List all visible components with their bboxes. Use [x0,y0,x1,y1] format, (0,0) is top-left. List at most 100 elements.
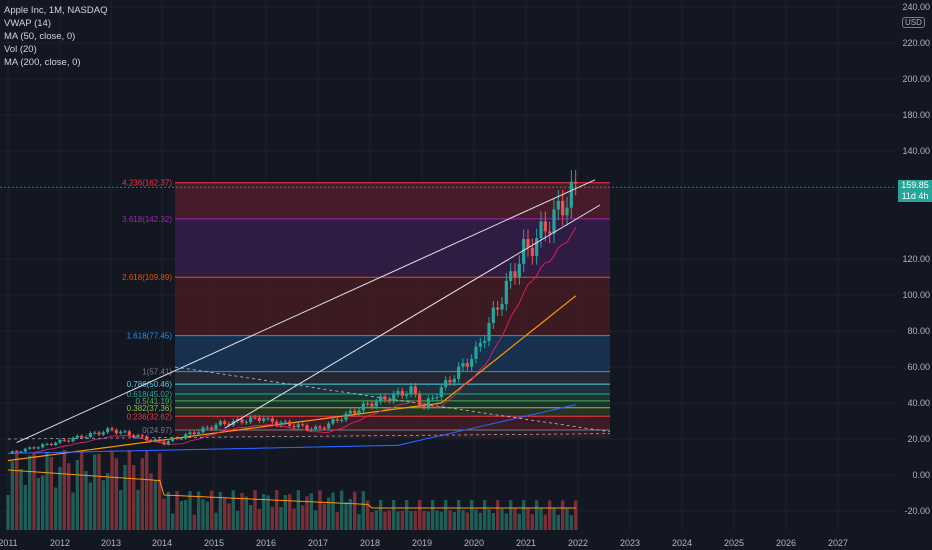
fibonacci-extension: 4.236(162.37) 3.618(142.32) 2.618(109.89) 1… [122,179,610,439]
candle-body [539,221,543,239]
candle-body [136,435,140,438]
candle-body [522,238,526,264]
candle-body [561,200,565,216]
last-price-value: 159.85 [901,180,929,190]
candle-body [227,423,231,426]
volume-bar [270,506,275,530]
candle-body [270,418,274,422]
volume-bar [560,500,565,530]
candle-body [175,437,179,439]
indicator-volume[interactable]: Vol (20) [4,44,37,55]
candle-body [292,425,296,428]
price-tick-label: 120.00 [902,254,930,264]
volume-bar [205,501,210,530]
volume-bar [157,453,162,530]
time-tick-label: 2022 [568,538,588,548]
volume-bar [478,512,483,530]
volume-bar [556,514,561,530]
fib-band [175,384,610,394]
candle-body [552,209,556,234]
candle-body [483,340,487,343]
volume-bar [261,493,266,530]
candle-body [366,403,370,405]
price-tick-label: 140.00 [902,146,930,156]
price-tick-label: 40.00 [907,398,930,408]
candle-body [340,419,344,421]
volume-bar [136,489,140,530]
candle-body [158,439,162,442]
candle-body [452,378,456,383]
volume-bar [331,492,335,530]
volume-bar [10,461,15,530]
price-tick-label: 20.00 [907,434,930,444]
candle-body [574,181,578,184]
volume-bar [552,507,556,530]
trend-lines [0,179,895,444]
fib-level-label: 3.618(142.32) [122,215,172,224]
time-tick-label: 2023 [620,538,640,548]
candle-body [496,307,500,310]
candle-body [474,346,478,359]
volume-bar [279,507,283,530]
candle-body [517,263,521,277]
candle-body [32,447,36,449]
volume-bar [491,513,496,530]
volume-bar [539,508,543,530]
candle-body [439,387,443,398]
volume-bar [430,500,435,530]
volume-bar [114,458,119,530]
candle-body [45,443,49,445]
volume-bar [482,500,487,530]
volume-bar [14,450,19,530]
symbol-title[interactable]: Apple Inc, 1M, NASDAQ [4,5,108,16]
volume-bar [409,511,413,530]
candle-body [374,401,378,407]
candle-body [322,427,326,429]
candle-body [210,427,214,430]
indicator-vwap[interactable]: VWAP (14) [4,18,51,29]
fib-band [175,335,610,372]
volume-bar [339,490,344,530]
currency-label[interactable]: USD [902,17,925,28]
volume-bar [348,498,353,530]
indicator-ma200[interactable]: MA (200, close, 0) [4,57,81,68]
candle-body [383,396,387,400]
volume-bar [400,510,405,530]
time-tick-label: 2024 [672,538,692,548]
volume-bar [495,500,500,530]
last-price-label: 159.85 11d 4h [898,180,932,202]
indicator-ma50[interactable]: MA (50, close, 0) [4,31,76,42]
volume-bar [118,490,123,530]
volume-bar [387,510,392,530]
fib-level-label: 1(57.41) [142,368,172,377]
volume-bar [565,507,569,530]
candle-body [543,221,547,232]
candle-body [201,427,205,433]
volume-bar [573,500,578,530]
time-tick-label: 2025 [724,538,744,548]
volume-bar [92,454,97,530]
volume-bar [534,500,539,530]
volume-bar [370,512,374,530]
candle-body [348,410,352,414]
volume-bar [391,500,396,530]
time-tick-label: 2016 [256,538,276,548]
volume-bar [530,514,535,530]
volume-bar [231,490,236,530]
fib-level-label: 0.236(32.62) [127,412,173,421]
volume-bar [162,498,166,530]
candle-body [569,181,573,208]
fib-level-label: 0.5(41.19) [136,397,173,406]
candle-body [257,417,261,421]
bar-countdown: 11d 4h [901,191,929,201]
volume-bar [396,511,400,530]
price-tick-label: 100.00 [902,290,930,300]
time-tick-label: 2020 [464,538,484,548]
volume-bar [101,480,106,530]
volume-bar [448,510,452,530]
candle-body [327,423,331,429]
candle-body [132,435,136,438]
volume-bar [569,515,574,530]
time-tick-label: 2014 [152,538,172,548]
